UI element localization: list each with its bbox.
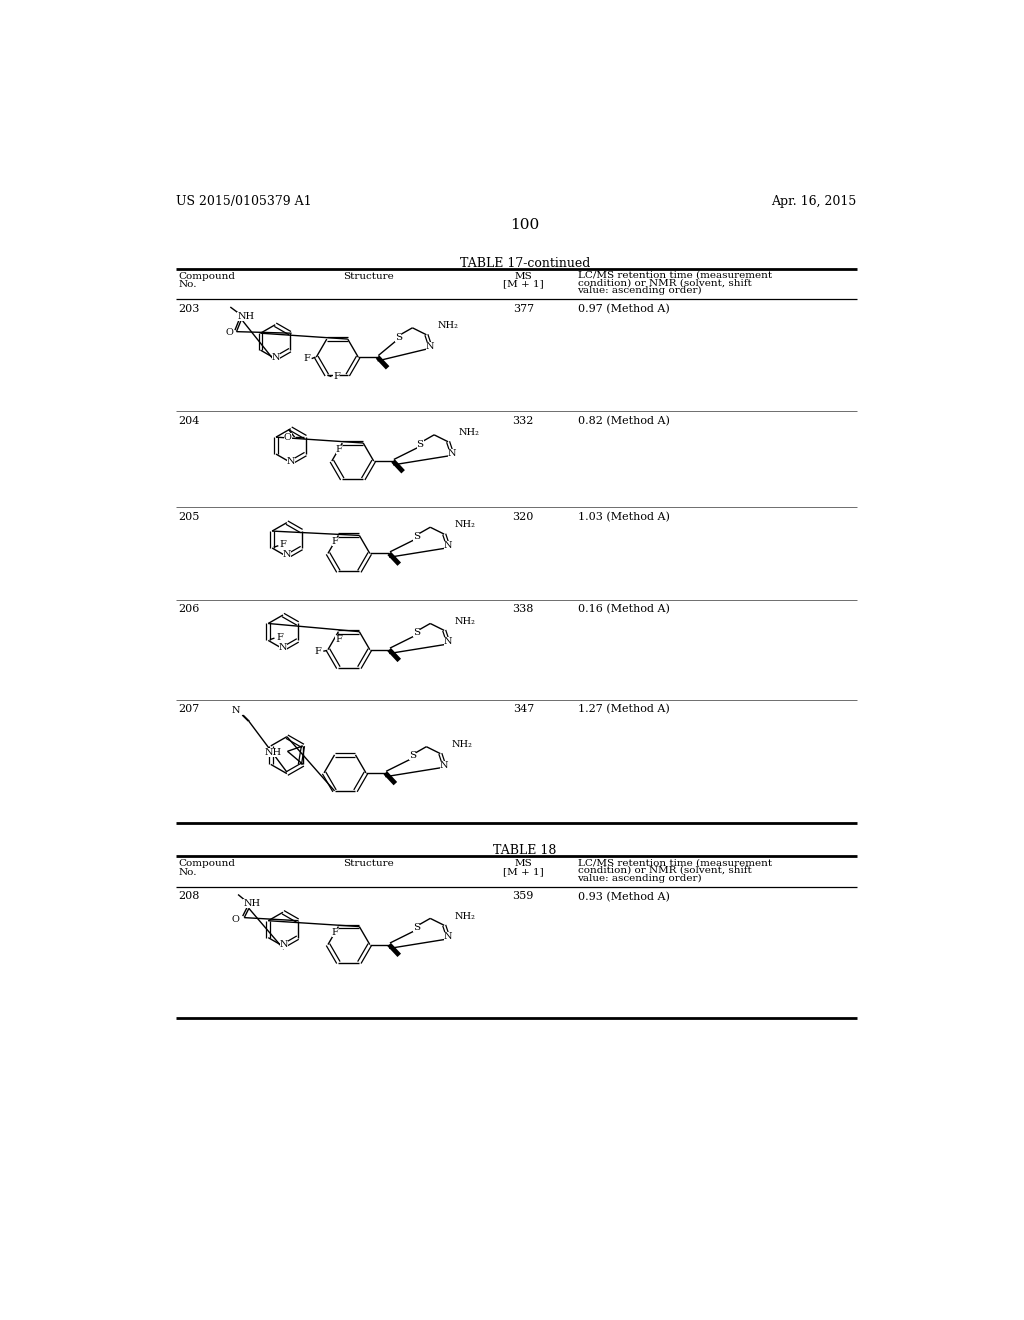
Text: F: F bbox=[336, 445, 343, 454]
Text: NH₂: NH₂ bbox=[459, 428, 480, 437]
Text: N: N bbox=[283, 550, 291, 560]
Text: [M + 1]: [M + 1] bbox=[503, 867, 544, 875]
Text: NH: NH bbox=[238, 312, 254, 321]
Text: 377: 377 bbox=[513, 304, 534, 314]
Text: F: F bbox=[303, 354, 310, 363]
Text: NH₂: NH₂ bbox=[455, 912, 476, 920]
Text: 332: 332 bbox=[513, 416, 534, 425]
Text: 207: 207 bbox=[178, 705, 200, 714]
Text: Compound: Compound bbox=[178, 859, 236, 869]
Text: NH₂: NH₂ bbox=[437, 321, 458, 330]
Text: N: N bbox=[443, 638, 453, 647]
Text: S: S bbox=[395, 333, 402, 342]
Text: N: N bbox=[271, 352, 281, 362]
Text: 320: 320 bbox=[513, 512, 534, 521]
Text: 208: 208 bbox=[178, 891, 200, 902]
Text: Apr. 16, 2015: Apr. 16, 2015 bbox=[771, 195, 856, 209]
Text: N: N bbox=[443, 932, 453, 941]
Text: TABLE 17-continued: TABLE 17-continued bbox=[460, 257, 590, 271]
Text: NH₂: NH₂ bbox=[452, 741, 472, 748]
Text: condition) or NMR (solvent, shift: condition) or NMR (solvent, shift bbox=[578, 279, 752, 288]
Text: US 2015/0105379 A1: US 2015/0105379 A1 bbox=[176, 195, 311, 209]
Text: NH₂: NH₂ bbox=[455, 520, 476, 529]
Text: O: O bbox=[231, 916, 240, 924]
Text: NH₂: NH₂ bbox=[455, 616, 476, 626]
Text: NH: NH bbox=[264, 748, 282, 758]
Text: 205: 205 bbox=[178, 512, 200, 521]
Text: No.: No. bbox=[178, 280, 197, 289]
Text: 338: 338 bbox=[513, 605, 534, 614]
Text: No.: No. bbox=[178, 867, 197, 876]
Text: NH: NH bbox=[244, 899, 260, 908]
Text: O: O bbox=[225, 327, 233, 337]
Text: value: ascending order): value: ascending order) bbox=[578, 874, 702, 883]
Text: 0.82 (Method A): 0.82 (Method A) bbox=[578, 416, 670, 426]
Text: F: F bbox=[333, 372, 340, 381]
Text: F: F bbox=[332, 537, 339, 546]
Text: value: ascending order): value: ascending order) bbox=[578, 286, 702, 296]
Text: 100: 100 bbox=[510, 218, 540, 232]
Text: 359: 359 bbox=[513, 891, 534, 902]
Text: O: O bbox=[284, 433, 292, 442]
Text: F: F bbox=[314, 647, 322, 656]
Text: 206: 206 bbox=[178, 605, 200, 614]
Text: Structure: Structure bbox=[343, 272, 393, 281]
Text: S: S bbox=[417, 440, 424, 449]
Text: Structure: Structure bbox=[343, 859, 393, 869]
Text: 0.97 (Method A): 0.97 (Method A) bbox=[578, 304, 670, 314]
Text: condition) or NMR (solvent, shift: condition) or NMR (solvent, shift bbox=[578, 866, 752, 875]
Text: 0.16 (Method A): 0.16 (Method A) bbox=[578, 605, 670, 615]
Text: S: S bbox=[413, 923, 420, 932]
Text: N: N bbox=[426, 342, 434, 351]
Text: MS: MS bbox=[514, 859, 532, 869]
Text: 347: 347 bbox=[513, 705, 534, 714]
Text: N: N bbox=[287, 457, 295, 466]
Text: F: F bbox=[276, 632, 283, 642]
Text: 0.93 (Method A): 0.93 (Method A) bbox=[578, 891, 670, 902]
Text: S: S bbox=[413, 532, 420, 541]
Text: N: N bbox=[443, 541, 453, 550]
Text: 1.27 (Method A): 1.27 (Method A) bbox=[578, 705, 670, 714]
Text: N: N bbox=[447, 449, 457, 458]
Text: N: N bbox=[440, 760, 449, 770]
Text: LC/MS retention time (measurement: LC/MS retention time (measurement bbox=[578, 858, 772, 867]
Text: 203: 203 bbox=[178, 304, 200, 314]
Text: S: S bbox=[409, 751, 416, 760]
Text: 204: 204 bbox=[178, 416, 200, 425]
Text: [M + 1]: [M + 1] bbox=[503, 280, 544, 288]
Text: F: F bbox=[280, 540, 287, 549]
Text: TABLE 18: TABLE 18 bbox=[494, 845, 556, 858]
Text: MS: MS bbox=[514, 272, 532, 281]
Text: LC/MS retention time (measurement: LC/MS retention time (measurement bbox=[578, 271, 772, 280]
Text: S: S bbox=[413, 628, 420, 638]
Text: Compound: Compound bbox=[178, 272, 236, 281]
Text: 1.03 (Method A): 1.03 (Method A) bbox=[578, 512, 670, 523]
Text: F: F bbox=[332, 928, 339, 937]
Text: F: F bbox=[335, 635, 342, 644]
Text: N: N bbox=[280, 940, 288, 949]
Text: N: N bbox=[231, 706, 240, 715]
Text: N: N bbox=[279, 643, 288, 652]
